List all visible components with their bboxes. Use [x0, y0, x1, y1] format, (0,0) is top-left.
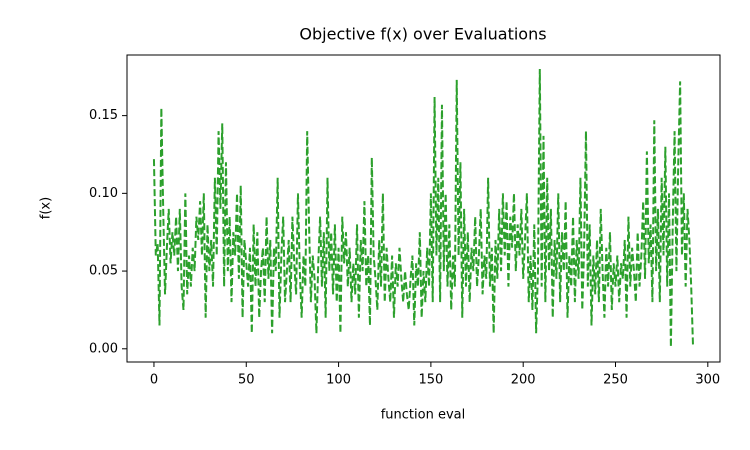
x-tick-label: 50 [238, 373, 255, 388]
y-tick-label: 0.05 [89, 264, 118, 279]
x-tick-label: 100 [326, 373, 351, 388]
x-tick-label: 250 [603, 373, 628, 388]
x-tick-label: 150 [418, 373, 443, 388]
y-tick-label: 0.10 [89, 186, 118, 201]
y-tick-label: 0.00 [89, 341, 118, 356]
x-tick-label: 300 [695, 373, 720, 388]
plot-frame [126, 54, 721, 363]
y-axis-label: f(x) [39, 197, 54, 219]
data-line [152, 68, 695, 348]
chart-title: Objective f(x) over Evaluations [299, 25, 546, 44]
x-tick-label: 0 [150, 373, 158, 388]
y-tick-label: 0.15 [89, 108, 118, 123]
x-axis-label: function eval [381, 408, 466, 423]
x-tick-label: 200 [511, 373, 536, 388]
